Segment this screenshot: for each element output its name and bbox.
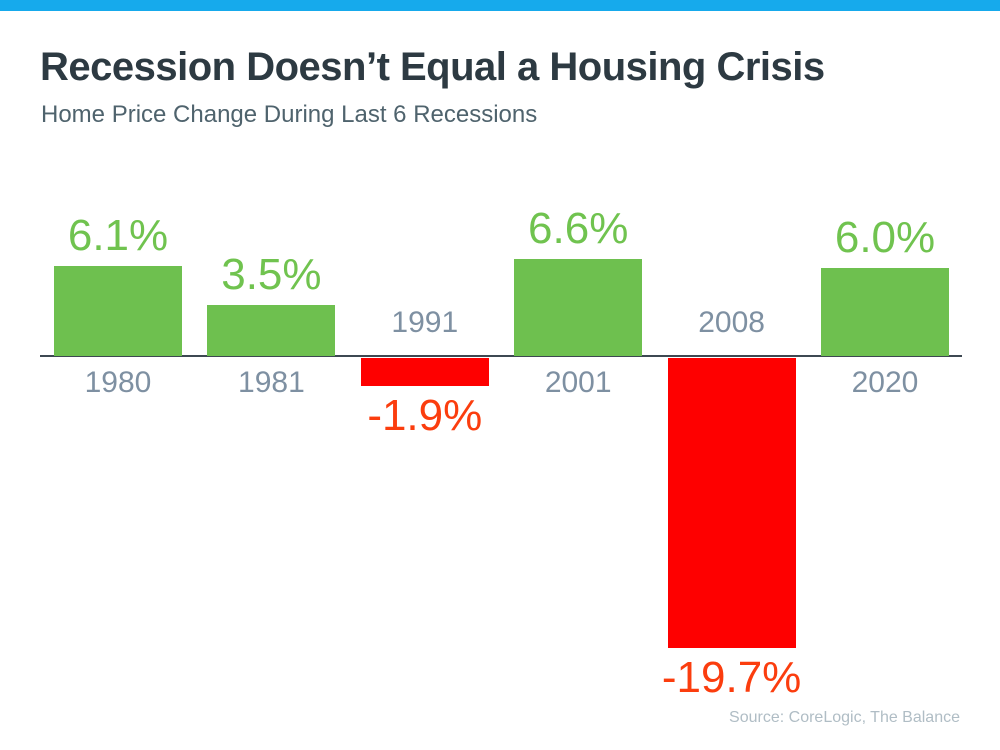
year-label-1980: 1980 bbox=[84, 366, 152, 399]
bar-1980 bbox=[54, 266, 182, 356]
chart-subtitle: Home Price Change During Last 6 Recessio… bbox=[41, 101, 538, 128]
value-label-2020: 6.0% bbox=[834, 212, 936, 262]
top-accent-bar bbox=[0, 0, 1000, 11]
bar-2020 bbox=[821, 267, 949, 356]
source-attribution: Source: CoreLogic, The Balance bbox=[729, 709, 960, 726]
value-label-1980: 6.1% bbox=[67, 211, 169, 261]
x-axis-line bbox=[40, 355, 962, 357]
bar-1981 bbox=[207, 304, 336, 356]
year-label-1991: 1991 bbox=[391, 306, 459, 339]
value-label-2001: 6.6% bbox=[528, 203, 629, 253]
bar-1991 bbox=[360, 358, 489, 386]
year-label-2020: 2020 bbox=[851, 366, 919, 399]
value-label-2008: -19.7% bbox=[661, 652, 802, 702]
bar-2008 bbox=[667, 358, 796, 648]
value-label-1991: -1.9% bbox=[367, 390, 483, 440]
year-label-2001: 2001 bbox=[544, 366, 612, 399]
chart-title: Recession Doesn’t Equal a Housing Crisis bbox=[40, 45, 825, 89]
year-label-1981: 1981 bbox=[238, 366, 305, 399]
value-label-1981: 3.5% bbox=[221, 249, 322, 299]
bar-2001 bbox=[514, 258, 643, 356]
year-label-2008: 2008 bbox=[698, 306, 765, 339]
